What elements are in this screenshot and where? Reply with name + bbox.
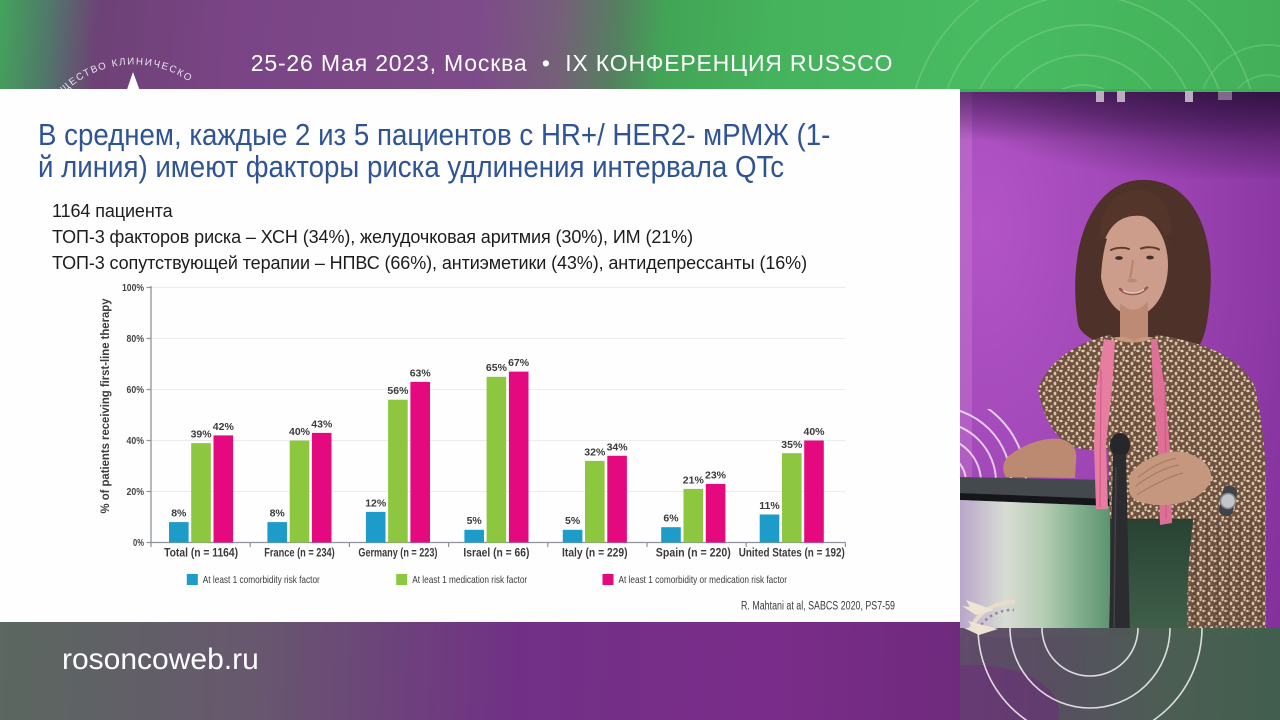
svg-text:Total (n = 1164): Total (n = 1164) xyxy=(164,548,238,560)
svg-text:34%: 34% xyxy=(607,441,629,453)
svg-text:100%: 100% xyxy=(122,282,145,294)
svg-text:At least 1 comorbidity risk fa: At least 1 comorbidity risk factor xyxy=(203,574,320,586)
svg-text:40%: 40% xyxy=(127,435,145,447)
svg-text:39%: 39% xyxy=(191,429,213,441)
svg-text:Spain (n = 220): Spain (n = 220) xyxy=(656,548,731,560)
svg-text:21%: 21% xyxy=(683,474,705,486)
svg-text:42%: 42% xyxy=(213,421,235,433)
svg-text:35%: 35% xyxy=(781,439,803,451)
svg-text:% of patients receiving first-: % of patients receiving first-line thera… xyxy=(98,298,112,513)
svg-text:United States (n = 192): United States (n = 192) xyxy=(739,548,845,560)
svg-text:60%: 60% xyxy=(127,384,145,396)
svg-text:11%: 11% xyxy=(759,500,780,512)
svg-text:At least 1 comorbidity or medi: At least 1 comorbidity or medication ris… xyxy=(619,574,788,586)
svg-text:Germany (n = 223): Germany (n = 223) xyxy=(358,548,437,560)
svg-text:67%: 67% xyxy=(508,357,530,369)
svg-text:80%: 80% xyxy=(127,333,145,345)
svg-text:Italy (n = 229): Italy (n = 229) xyxy=(562,548,628,560)
svg-text:Israel (n = 66): Israel (n = 66) xyxy=(463,548,529,560)
svg-text:65%: 65% xyxy=(486,362,508,374)
svg-text:R. Mahtani at al, SABCS 2020,: R. Mahtani at al, SABCS 2020, PS7-59 xyxy=(741,601,895,613)
svg-text:20%: 20% xyxy=(127,486,145,498)
svg-text:8%: 8% xyxy=(270,508,286,520)
svg-text:France (n = 234): France (n = 234) xyxy=(264,548,335,560)
svg-text:12%: 12% xyxy=(365,497,387,509)
svg-text:6%: 6% xyxy=(663,513,679,525)
svg-text:5%: 5% xyxy=(467,515,483,527)
svg-text:23%: 23% xyxy=(705,469,727,481)
svg-text:5%: 5% xyxy=(565,515,581,527)
svg-text:63%: 63% xyxy=(410,367,432,379)
svg-text:40%: 40% xyxy=(289,426,311,438)
svg-text:32%: 32% xyxy=(584,446,606,458)
svg-text:At least 1 medication risk fac: At least 1 medication risk factor xyxy=(412,574,527,586)
svg-text:43%: 43% xyxy=(311,418,333,430)
svg-text:40%: 40% xyxy=(803,426,825,438)
svg-text:56%: 56% xyxy=(387,385,409,397)
svg-text:8%: 8% xyxy=(171,508,187,520)
svg-text:0%: 0% xyxy=(133,537,144,549)
